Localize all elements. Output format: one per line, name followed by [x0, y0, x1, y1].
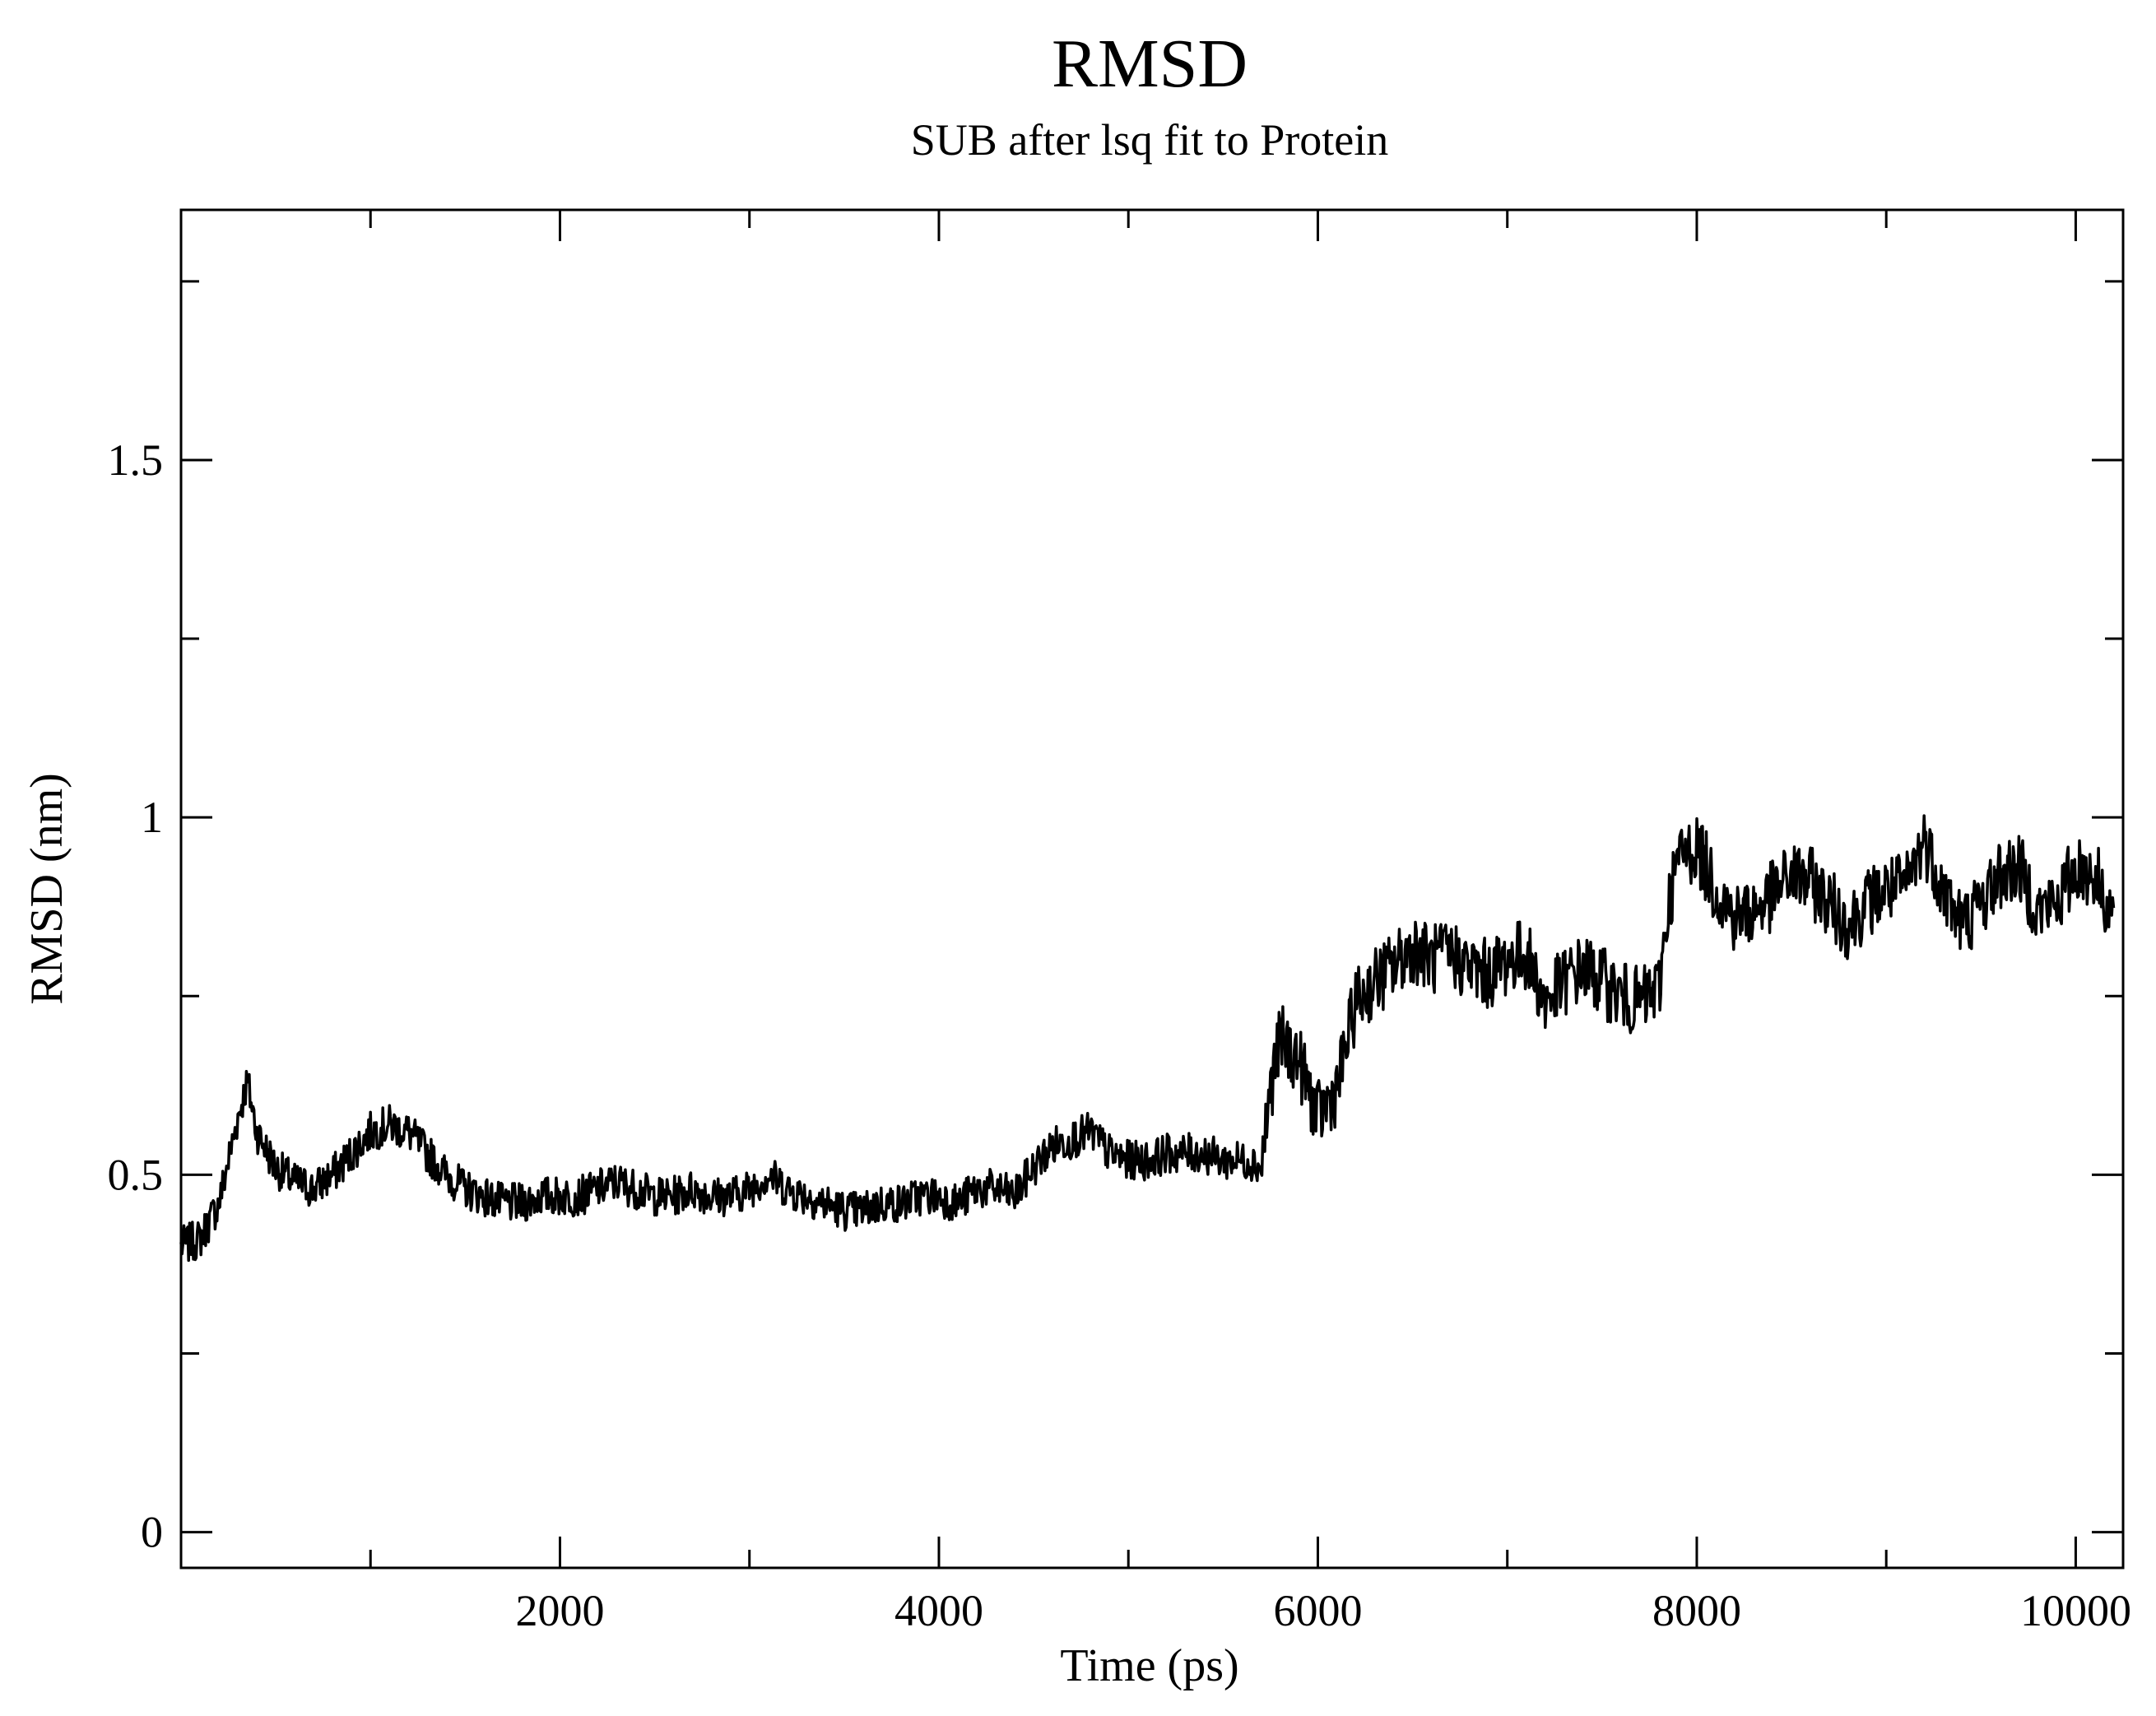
x-tick-label: 2000 [515, 1586, 604, 1635]
x-axis-label: Time (ps) [1060, 1640, 1238, 1691]
chart-title: RMSD [1052, 26, 1248, 102]
axis-tick-labels: 2000 4000 6000 8000 10000 0 0.5 1 1.5 [108, 435, 2131, 1635]
y-tick-label: 1.5 [108, 435, 164, 485]
x-tick-label: 10000 [2020, 1586, 2131, 1635]
x-tick-label: 8000 [1652, 1586, 1741, 1635]
y-tick-label: 0 [141, 1508, 163, 1557]
y-tick-label: 1 [141, 793, 163, 842]
axis-ticks [181, 210, 2123, 1568]
rmsd-series-line [179, 814, 2116, 1263]
x-tick-label: 6000 [1273, 1586, 1362, 1635]
y-axis-label: RMSD (nm) [21, 773, 72, 1005]
chart-subtitle: SUB after lsq fit to Protein [911, 115, 1388, 165]
plot-frame [179, 208, 2125, 1570]
y-tick-label: 0.5 [108, 1150, 164, 1199]
x-tick-label: 4000 [894, 1586, 983, 1635]
